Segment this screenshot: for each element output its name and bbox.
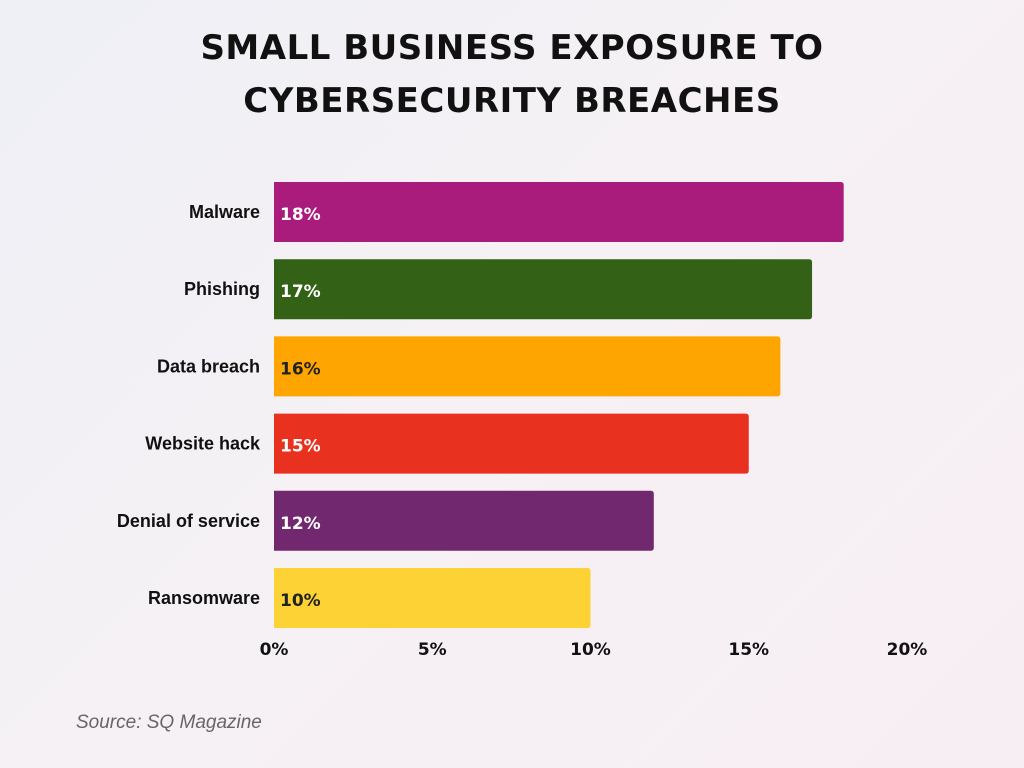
category-label: Ransomware <box>148 588 260 608</box>
chart-title-line-2: CYBERSECURITY BREACHES <box>243 81 781 121</box>
category-label: Phishing <box>184 279 260 299</box>
bar-malware <box>274 182 844 242</box>
x-tick-label: 5% <box>418 640 447 660</box>
bar-phishing <box>274 259 813 320</box>
bar-denial-of-service <box>274 490 654 551</box>
chart-title: SMALL BUSINESS EXPOSURE TO CYBERSECURITY… <box>0 22 1024 128</box>
category-label: Data breach <box>157 356 260 376</box>
category-label: Malware <box>189 202 260 222</box>
bar-website-hack <box>274 413 749 474</box>
x-tick-label: 15% <box>728 640 769 660</box>
data-label: 16% <box>280 359 321 379</box>
data-label: 10% <box>280 591 321 611</box>
source-note: Source: SQ Magazine <box>76 712 262 733</box>
x-tick-label: 0% <box>260 640 289 660</box>
chart-title-line-1: SMALL BUSINESS EXPOSURE TO <box>200 28 824 68</box>
data-label: 12% <box>280 514 321 534</box>
data-label: 15% <box>280 437 321 457</box>
category-label: Website hack <box>145 434 261 454</box>
bar-data-breach <box>274 336 781 397</box>
x-tick-label: 20% <box>887 640 928 660</box>
data-label: 17% <box>280 282 321 302</box>
x-tick-label: 10% <box>570 640 611 660</box>
category-label: Denial of service <box>117 511 260 531</box>
data-label: 18% <box>280 205 321 225</box>
bar-ransomware <box>274 568 591 628</box>
